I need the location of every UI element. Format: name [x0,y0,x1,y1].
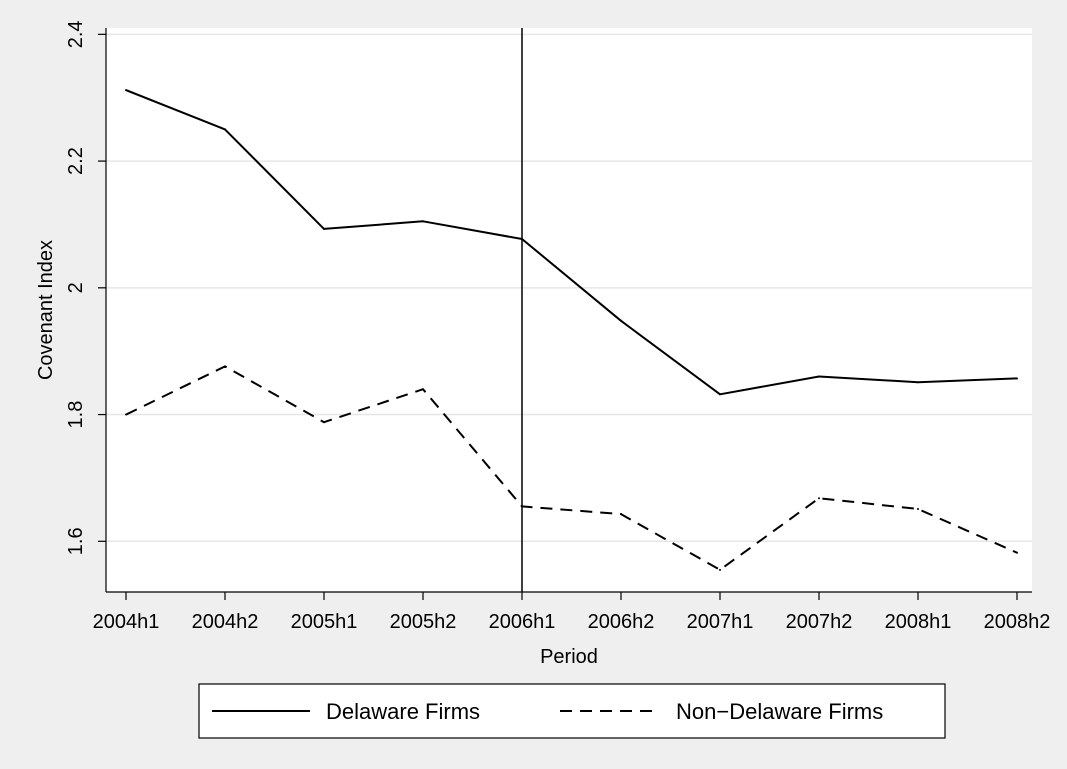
data-point-s1-4 [521,505,523,508]
data-point-s1-1 [224,365,226,368]
x-tick-label-7: 2007h2 [786,611,853,633]
x-tick-label-5: 2006h2 [588,611,655,633]
data-point-s1-2 [323,421,325,424]
tick-labels: 1.6 1.8 2 2.2 2.4 2004h1 2004h2 2005h1 2005h2 200… [65,20,1050,633]
x-tick-label-1: 2004h2 [192,611,259,633]
legend-label-delaware: Delaware Firms [326,699,480,724]
series-line-1 [125,365,1018,571]
data-point-s0-5 [620,319,622,322]
data-point-s0-0 [125,89,127,92]
y-tick-label-2: 2 [65,282,87,293]
grid-lines [106,33,1032,543]
y-tick-label-3: 2.2 [65,147,87,175]
y-tick-label-0: 1.6 [65,527,87,555]
data-point-s1-0 [125,413,127,416]
data-point-s0-4 [521,238,523,241]
data-point-s0-8 [917,381,919,384]
x-tick-label-3: 2005h2 [390,611,457,633]
x-tick-label-6: 2007h1 [687,611,754,633]
x-tick-label-4: 2006h1 [489,611,556,633]
y-tick-label-1: 1.8 [65,401,87,429]
x-tick-label-0: 2004h1 [93,611,160,633]
series-line-0 [125,89,1018,396]
x-tick-label-9: 2008h2 [984,611,1051,633]
y-axis-title: Covenant Index [35,240,57,380]
x-tick-label-2: 2005h1 [291,611,358,633]
data-point-s0-1 [224,128,226,131]
axes [105,28,1032,593]
data-point-s0-9 [1016,377,1018,380]
data-point-s1-3 [422,388,424,391]
data-point-s1-8 [917,507,919,510]
data-point-s0-7 [818,375,820,378]
x-tick-label-8: 2008h1 [885,611,952,633]
series-group [125,89,1018,571]
data-point-s1-9 [1016,551,1018,554]
legend-label-non-delaware: Non−Delaware Firms [676,699,883,724]
data-point-s0-3 [422,220,424,223]
y-tick-label-4: 2.4 [65,20,87,48]
data-point-s0-6 [719,393,721,396]
data-point-s1-7 [818,497,820,500]
data-point-s1-5 [620,513,622,516]
data-point-s0-2 [323,227,325,230]
x-axis-title: Period [540,646,598,668]
legend: Delaware Firms Non−Delaware Firms [198,683,946,739]
plot-area [106,28,1032,592]
data-point-s1-6 [719,568,721,571]
